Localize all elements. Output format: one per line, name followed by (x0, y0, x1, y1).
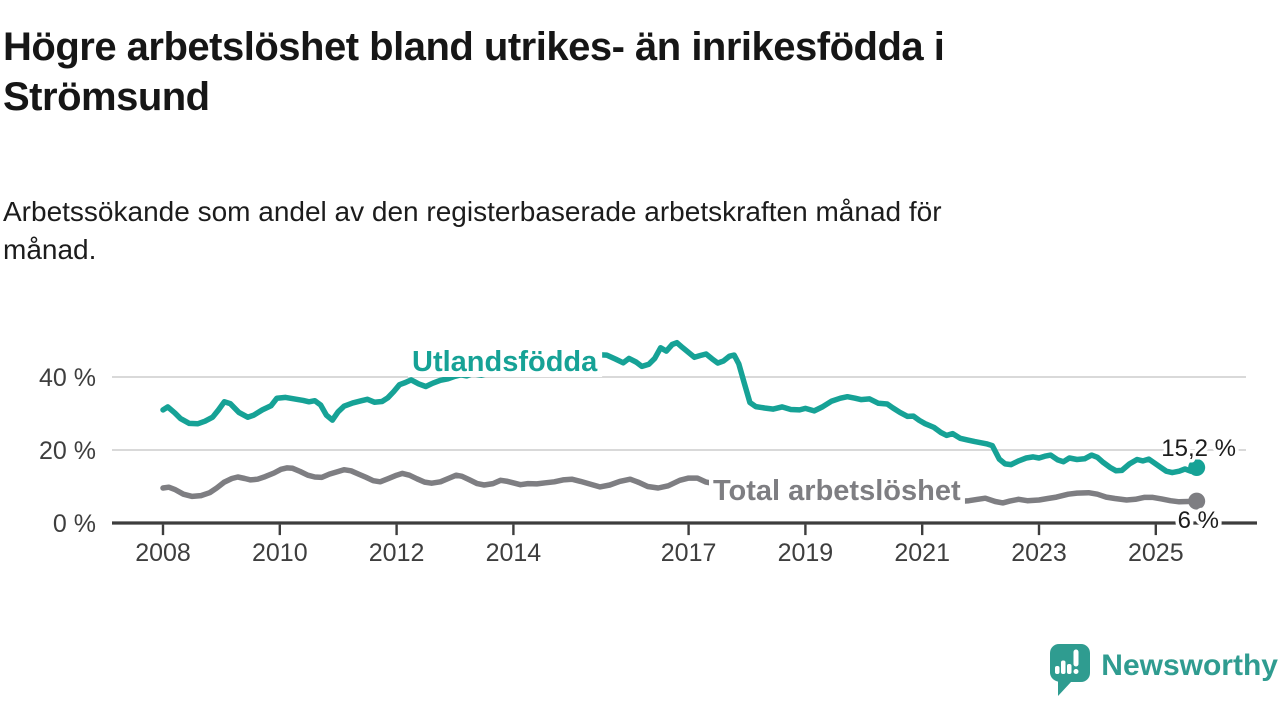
x-axis-tick-label: 2021 (894, 539, 950, 567)
newsworthy-wordmark: Newsworthy (1101, 649, 1278, 682)
x-axis-tick-label: 2023 (1011, 539, 1067, 567)
x-axis-tick-label: 2008 (135, 539, 191, 567)
x-axis-tick-label: 2017 (661, 539, 717, 567)
chart-subtitle: Arbetssökande som andel av den registerb… (3, 196, 942, 265)
newsworthy-speech-bubble-bar-chart-icon (1050, 644, 1091, 696)
y-axis-tick-label: 20 % (39, 437, 96, 465)
series-end-value-label: 15,2 % (1161, 435, 1236, 462)
series-label-background (408, 345, 603, 377)
x-axis-tick-label: 2012 (369, 539, 425, 567)
series-end-dot-total (1188, 492, 1206, 510)
newsworthy-logo: Newsworthy (1048, 642, 1278, 698)
x-axis-tick-label: 2019 (778, 539, 834, 567)
y-axis-tick-label: 40 % (39, 364, 96, 392)
page-title: Högre arbetslöshet bland utrikes- än inr… (3, 25, 945, 119)
series-label: Utlandsfödda (412, 346, 598, 378)
x-axis-tick-label: 2010 (252, 539, 308, 567)
line-chart: 40 % 20 % 0 % 2008 2010 2012 2014 2017 2019 2021 2… (39, 339, 1257, 567)
series-end-value-label: 6 % (1178, 507, 1219, 534)
series-label: Total arbetslöshet (713, 475, 961, 507)
series-line-utlandsfodda (160, 339, 1200, 476)
y-axis-tick-label: 0 % (53, 510, 96, 538)
series-line-total (160, 465, 1200, 506)
series-end-dot-utlandsfodda (1188, 459, 1206, 477)
x-axis-tick-label: 2025 (1128, 539, 1184, 567)
series-label-background (709, 474, 965, 506)
x-axis-tick-label: 2014 (486, 539, 542, 567)
